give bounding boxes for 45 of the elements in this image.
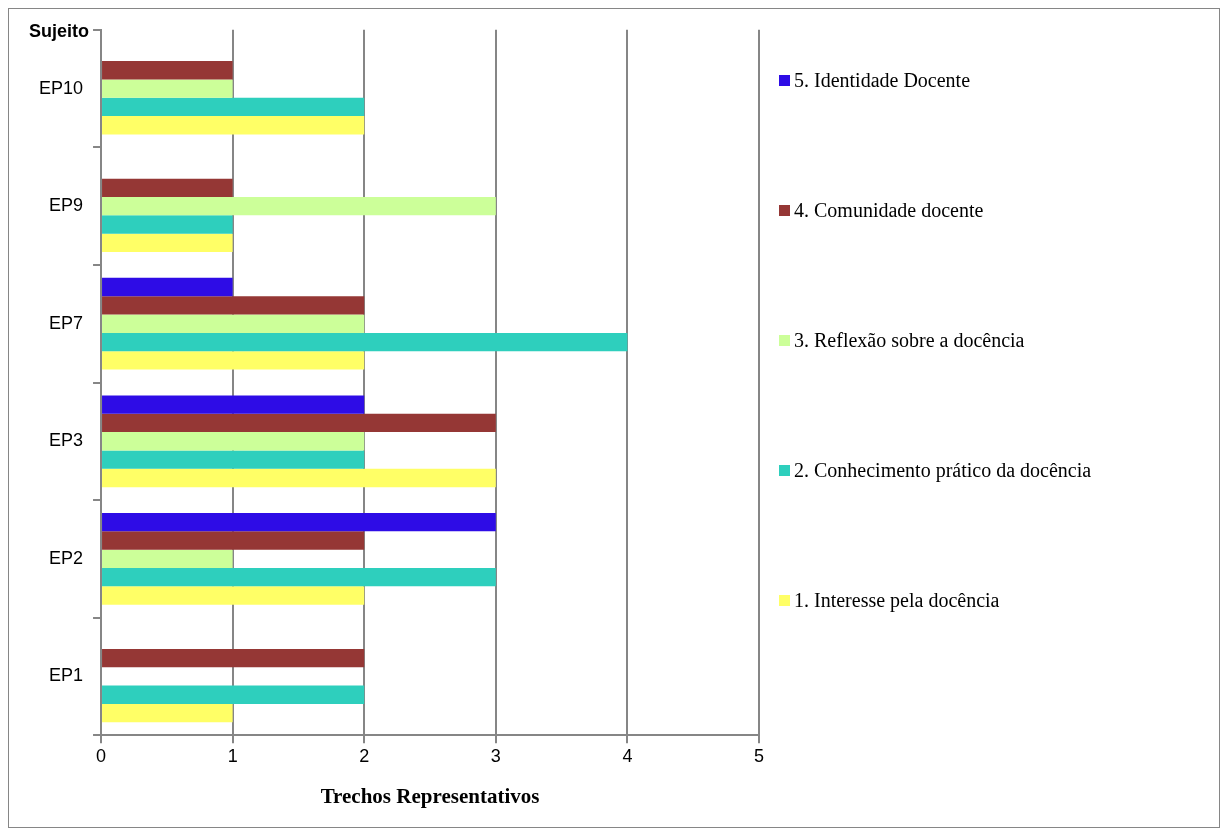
bar: [102, 703, 233, 723]
y-tick-label: EP1: [49, 665, 84, 686]
bar: [102, 116, 365, 135]
legend-label: 3. Reflexão sobre a docência: [794, 329, 1026, 352]
y-tick-label: EP2: [49, 547, 84, 568]
y-tick-label: EP3: [49, 430, 84, 451]
bar: [102, 79, 233, 98]
bar: [102, 233, 233, 252]
x-tick-label: 4: [622, 745, 633, 766]
y-tick-label: EP9: [49, 195, 84, 216]
legend-label: 5. Identidade Docente: [794, 69, 972, 92]
bar: [102, 351, 365, 370]
bar: [102, 685, 365, 704]
bar: [102, 395, 365, 414]
bar: [102, 432, 365, 451]
x-tick-label: 3: [490, 745, 501, 766]
bar: [102, 97, 365, 117]
bar: [102, 531, 365, 550]
legend-label: 2. Conhecimento prático da docência: [794, 459, 1093, 482]
bar: [102, 61, 233, 80]
x-axis-title: Trechos Representativos: [320, 783, 540, 808]
bar: [102, 277, 233, 297]
legend-label: 4. Comunidade docente: [794, 199, 985, 222]
bar: [102, 586, 365, 605]
x-tick-label: 5: [753, 745, 765, 766]
bar: [102, 413, 496, 433]
bar: [102, 178, 233, 197]
bar: [102, 513, 496, 532]
y-tick-label: EP7: [49, 312, 84, 333]
x-tick-label: 2: [359, 745, 370, 766]
bar: [102, 332, 628, 352]
bar: [102, 468, 496, 488]
bar: [102, 450, 365, 469]
bar: [102, 196, 496, 216]
x-tick-label: 0: [96, 745, 107, 766]
y-axis-title: Sujeito: [29, 20, 90, 41]
bar: [102, 296, 365, 315]
bar: [102, 215, 233, 234]
bar: [102, 648, 365, 668]
bar: [102, 549, 233, 569]
y-tick-label: EP10: [38, 77, 84, 98]
bar: [102, 568, 496, 587]
bar: [102, 314, 365, 333]
legend-label: 1. Interesse pela docência: [794, 589, 1001, 612]
x-tick-label: 1: [227, 745, 238, 766]
